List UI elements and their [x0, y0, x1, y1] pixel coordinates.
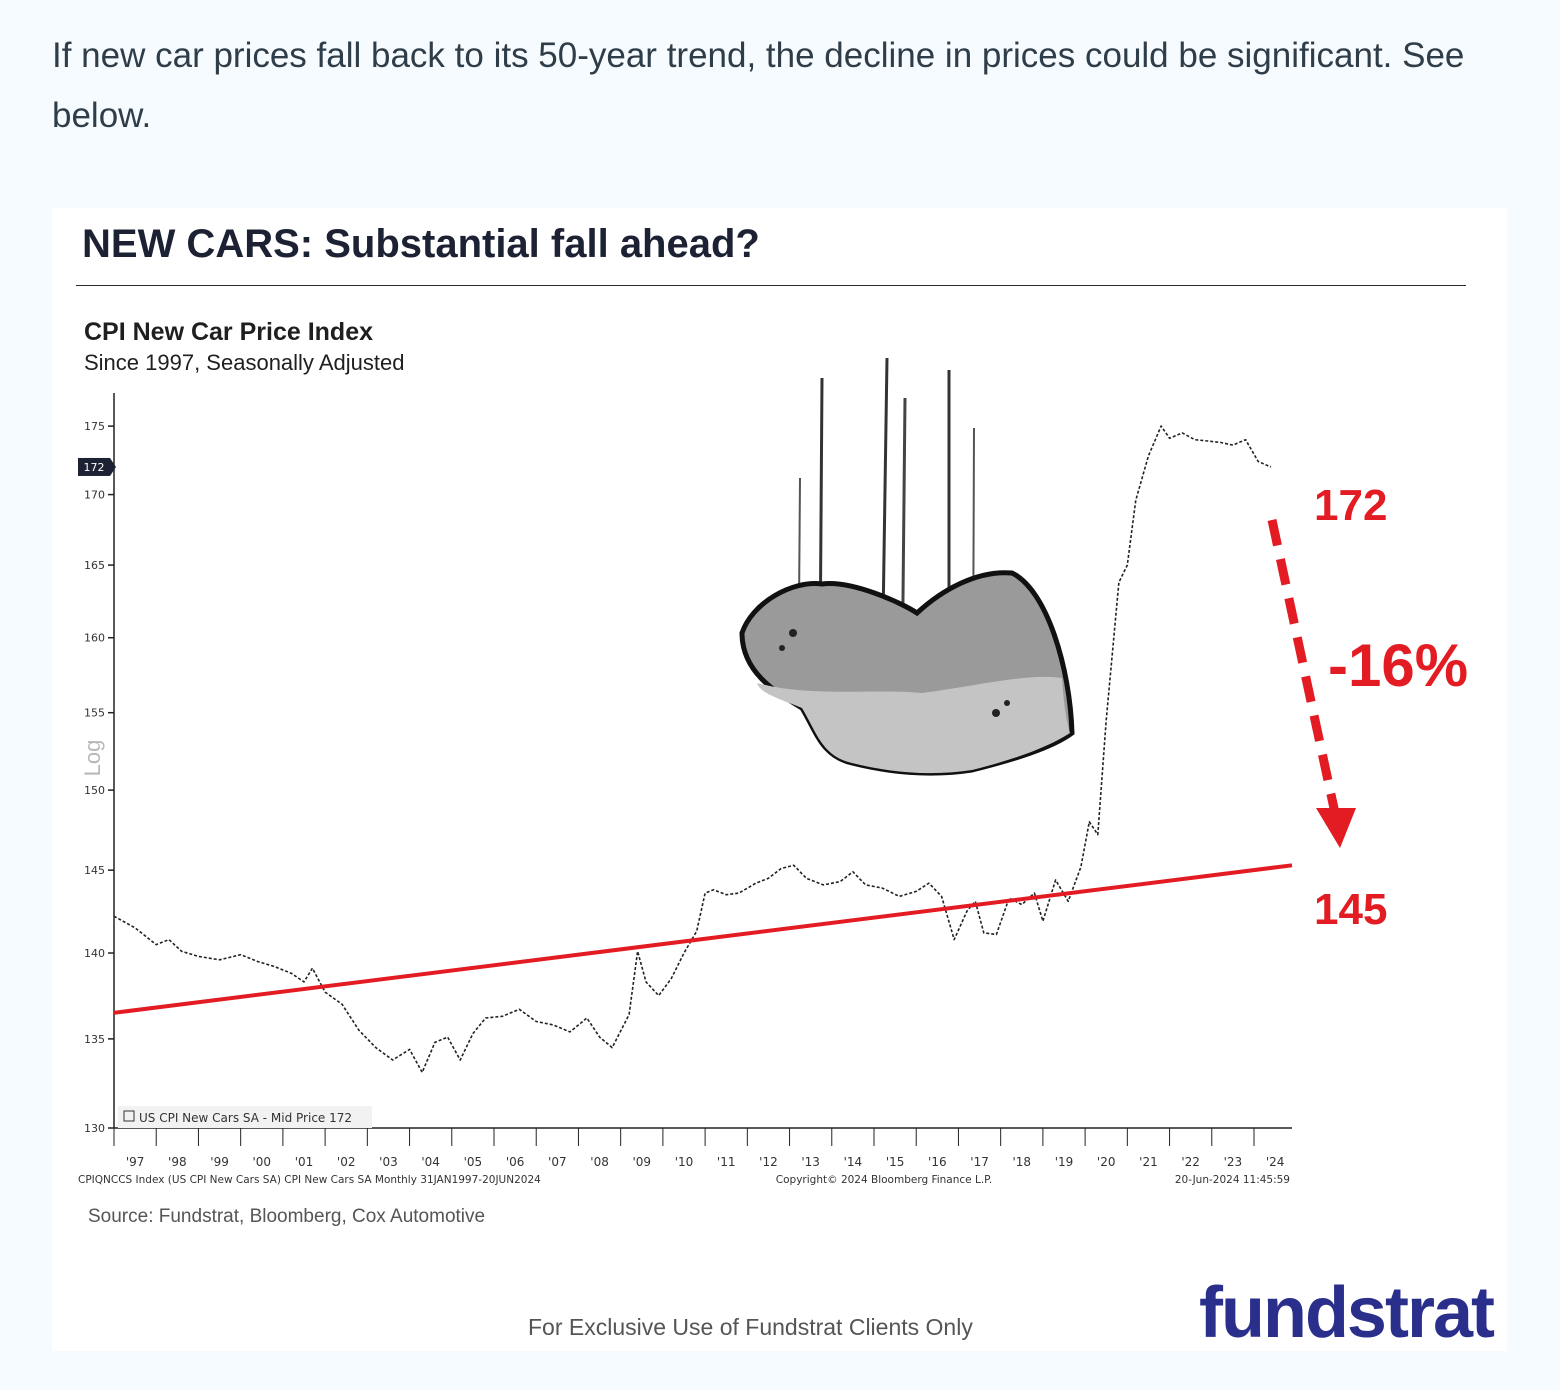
x-tick-label: '14 — [844, 1155, 863, 1169]
y-tick-label: 165 — [84, 559, 105, 572]
x-tick-label: '11 — [717, 1155, 736, 1169]
x-tick-label: '04 — [421, 1155, 440, 1169]
bloomberg-footer-right: 20-Jun-2024 11:45:59 — [1175, 1174, 1290, 1186]
decline-arrow-head — [1316, 808, 1356, 848]
y-tick-label: 150 — [84, 784, 105, 797]
source-note: Source: Fundstrat, Bloomberg, Cox Automo… — [88, 1206, 486, 1227]
last-value-tag-label: 172 — [84, 461, 105, 474]
chart-title: CPI New Car Price Index — [84, 318, 374, 346]
decline-arrow-shaft — [1267, 519, 1340, 814]
x-tick-label: '19 — [1055, 1155, 1074, 1169]
y-axis-label: Log — [80, 740, 105, 777]
last-value-tag-box — [78, 457, 110, 476]
x-tick-label: '16 — [928, 1155, 947, 1169]
cpi-series-line — [113, 425, 1272, 1074]
last-value-tag-pointer — [110, 457, 116, 476]
x-tick-label: '01 — [295, 1155, 314, 1169]
y-tick-label: 170 — [84, 489, 105, 502]
y-tick-label: 160 — [84, 632, 105, 645]
x-tick-label: '05 — [464, 1155, 483, 1169]
exclusive-use-note: For Exclusive Use of Fundstrat Clients O… — [528, 1314, 973, 1340]
x-tick-label: '06 — [506, 1155, 525, 1169]
x-tick-label: '09 — [632, 1155, 651, 1169]
bloomberg-footer-center: Copyright© 2024 Bloomberg Finance L.P. — [776, 1174, 992, 1186]
card-title: NEW CARS: Substantial fall ahead? — [82, 222, 760, 266]
y-tick-label: 145 — [84, 864, 105, 877]
rock-illustration — [739, 357, 1075, 776]
y-tick-label: 135 — [84, 1033, 105, 1046]
x-tick-label: '18 — [1012, 1155, 1031, 1169]
bloomberg-footer-left: CPIQNCCS Index (US CPI New Cars SA) CPI … — [78, 1174, 541, 1186]
x-tick-label: '00 — [252, 1155, 271, 1169]
x-tick-label: '23 — [1224, 1155, 1243, 1169]
chart-annotations: 172 -16% 145 — [1267, 481, 1468, 934]
title-divider — [76, 285, 1466, 286]
x-tick-label: '12 — [759, 1155, 778, 1169]
chart-axes: Log 130 135 140 145 150 155 160 165 170 175 '97 '98 '… — [78, 393, 1292, 1186]
y-tick-label: 175 — [84, 420, 105, 433]
y-tick-label: 140 — [84, 947, 105, 960]
legend-box — [118, 1106, 372, 1128]
intro-paragraph: If new car prices fall back to its 50-ye… — [52, 36, 1465, 135]
x-tick-label: '07 — [548, 1155, 567, 1169]
x-tick-label: '98 — [168, 1155, 187, 1169]
change-percent-label: -16% — [1328, 632, 1468, 699]
x-tick-label: '24 — [1266, 1155, 1285, 1169]
x-tick-label: '17 — [970, 1155, 989, 1169]
x-tick-label: '99 — [210, 1155, 229, 1169]
y-tick-label: 155 — [84, 707, 105, 720]
rock-shadow — [757, 676, 1070, 774]
rock-pit — [789, 629, 797, 637]
x-tick-label: '22 — [1181, 1155, 1200, 1169]
trend-line — [113, 863, 1293, 1015]
x-tick-label: '10 — [675, 1155, 694, 1169]
x-tick-label: '97 — [126, 1155, 145, 1169]
x-tick-label: '15 — [886, 1155, 905, 1169]
rock-pit — [779, 645, 785, 651]
legend-swatch — [123, 1110, 135, 1122]
chart-card: NEW CARS: Substantial fall ahead? CPI Ne… — [52, 208, 1507, 1353]
fundstrat-logo: fundstrat — [1199, 1273, 1495, 1353]
target-value-label: 145 — [1314, 885, 1387, 934]
x-tick-label: '02 — [337, 1155, 356, 1169]
x-tick-label: '08 — [590, 1155, 609, 1169]
start-value-label: 172 — [1314, 481, 1387, 530]
x-tick-label: '20 — [1097, 1155, 1116, 1169]
y-tick-label: 130 — [84, 1122, 105, 1135]
rock-pit — [992, 709, 1000, 717]
x-tick-label: '13 — [801, 1155, 820, 1169]
rock-pit — [1004, 700, 1010, 706]
chart-series — [113, 425, 1293, 1074]
x-tick-label: '21 — [1139, 1155, 1158, 1169]
line-chart: Log 130 135 140 145 150 155 160 165 170 175 '97 '98 '… — [78, 357, 1468, 1186]
x-tick-label: '03 — [379, 1155, 398, 1169]
legend-entry: US CPI New Cars SA - Mid Price 172 — [139, 1111, 352, 1125]
chart-subtitle: Since 1997, Seasonally Adjusted — [84, 350, 405, 375]
